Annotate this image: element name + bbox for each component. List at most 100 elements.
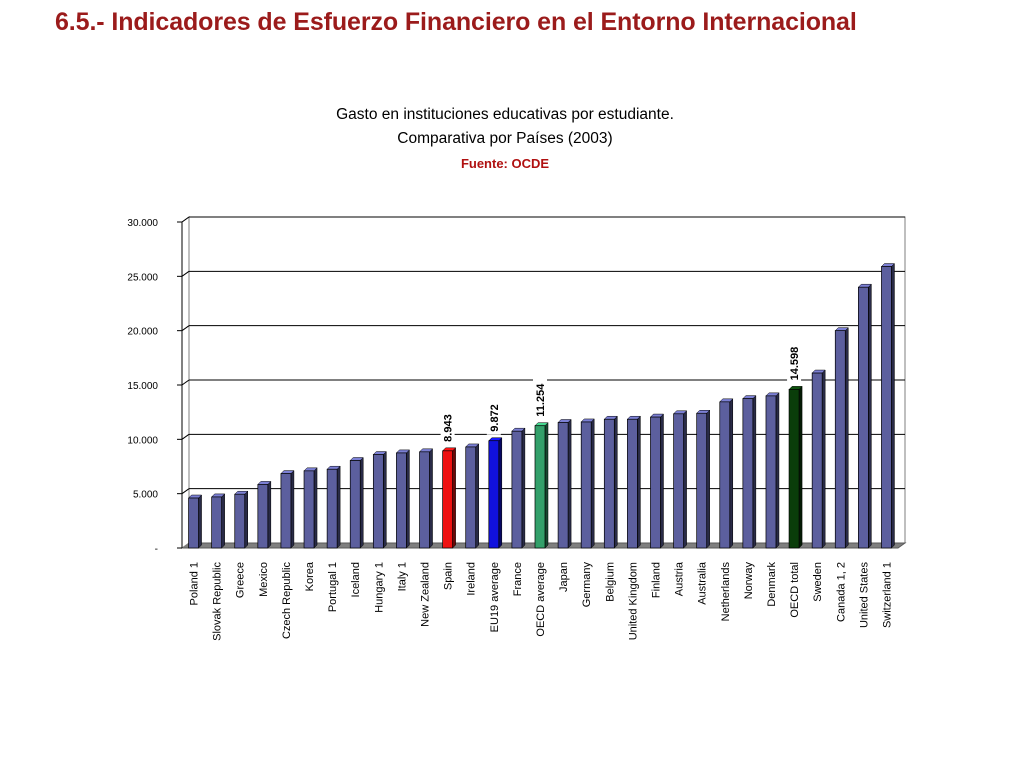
x-tick-label: United States xyxy=(858,562,870,629)
x-tick-label: Ireland xyxy=(466,562,478,596)
bar-side xyxy=(845,327,849,549)
gridline-depth xyxy=(181,270,190,277)
x-tick-label: Japan xyxy=(558,562,570,592)
bar-side xyxy=(590,418,595,549)
x-tick-label: New Zealand xyxy=(420,562,432,627)
bar-front xyxy=(696,412,708,549)
bar-side xyxy=(891,262,895,549)
bar xyxy=(280,469,295,549)
bar-front xyxy=(603,418,615,549)
bar xyxy=(696,409,711,549)
bar-side xyxy=(729,398,734,549)
gridline-depth xyxy=(181,325,190,332)
bar-side xyxy=(359,456,364,549)
x-tick-label: Switzerland 1 xyxy=(881,562,893,628)
bar-side xyxy=(498,437,503,549)
value-label: 9.872 xyxy=(489,404,501,432)
bar xyxy=(372,450,387,549)
bar-side xyxy=(868,283,872,549)
x-tick-label: Germany xyxy=(581,562,593,608)
x-tick-label: France xyxy=(512,562,524,596)
x-tick-label: Canada 1, 2 xyxy=(835,562,847,622)
x-tick-label: Finland xyxy=(650,562,662,598)
bar xyxy=(488,437,503,549)
bar-front xyxy=(372,454,384,549)
y-tick-label: - xyxy=(155,544,158,555)
bar-side xyxy=(752,394,757,549)
bar-side xyxy=(521,427,526,549)
y-tick-label: 25.000 xyxy=(127,272,158,283)
slide-title: 6.5.- Indicadores de Esfuerzo Financiero… xyxy=(55,8,857,36)
value-label: 11.254 xyxy=(535,383,547,417)
bar xyxy=(626,415,641,549)
bar-front xyxy=(719,401,731,549)
bar xyxy=(834,327,849,549)
bar-front xyxy=(742,398,754,549)
bar xyxy=(765,392,780,549)
bar-side xyxy=(637,415,641,549)
bar xyxy=(649,413,665,549)
bar-front xyxy=(650,416,661,549)
bar xyxy=(187,494,203,549)
bar xyxy=(418,448,434,549)
y-tick-label: 15.000 xyxy=(127,381,158,392)
bar xyxy=(395,449,411,549)
x-tick-label: Poland 1 xyxy=(189,562,201,605)
gridline-depth xyxy=(181,216,190,223)
x-tick-label: Czech Republic xyxy=(281,562,293,640)
value-label-bg xyxy=(440,403,455,445)
bar-front xyxy=(534,425,546,549)
bar-side xyxy=(267,480,272,549)
chart-source: Fuente: OCDE xyxy=(460,156,550,171)
value-label: 14.598 xyxy=(789,347,801,381)
bar xyxy=(880,262,896,549)
x-tick-label: Hungary 1 xyxy=(373,562,385,613)
bar-front xyxy=(326,468,338,549)
bar-front xyxy=(188,497,199,549)
bar-front xyxy=(858,286,869,549)
bar-front xyxy=(349,460,361,549)
bar-front xyxy=(580,421,592,549)
bar xyxy=(257,480,272,549)
bar-front xyxy=(280,473,292,549)
x-tick-label: Belgium xyxy=(604,562,616,602)
bar xyxy=(603,415,618,549)
bar-side xyxy=(475,443,479,549)
bar-front xyxy=(419,451,430,549)
x-tick-label: Norway xyxy=(743,562,755,600)
bar-side xyxy=(313,467,318,549)
bar-side xyxy=(706,409,710,549)
bar-side xyxy=(567,418,572,549)
bar-side xyxy=(244,490,248,549)
x-tick-label: OECD average xyxy=(535,562,547,637)
chart-subtitle: Comparativa por Países (2003) xyxy=(397,130,613,147)
x-tick-label: United Kingdom xyxy=(627,562,639,640)
y-tick-label: 20.000 xyxy=(127,327,158,338)
value-label-bg xyxy=(787,335,802,384)
bar-front xyxy=(834,330,846,549)
x-tick-label: OECD total xyxy=(789,562,801,618)
bar-front xyxy=(881,266,892,549)
bar-front xyxy=(788,389,800,549)
bar-side xyxy=(775,392,780,549)
bar xyxy=(234,490,249,549)
bar-side xyxy=(406,449,410,549)
x-tick-label: Greece xyxy=(235,562,247,598)
bar xyxy=(442,447,457,549)
bar-side xyxy=(198,494,202,549)
x-tick-label: Portugal 1 xyxy=(327,562,339,612)
x-tick-label: Mexico xyxy=(258,562,270,597)
bar-front xyxy=(765,395,777,549)
bar xyxy=(349,456,364,549)
bar xyxy=(465,443,480,549)
y-tick-label: 30.000 xyxy=(127,218,158,229)
bar xyxy=(788,385,803,549)
bar-front xyxy=(627,418,638,549)
y-tick-label: 5.000 xyxy=(133,490,158,501)
value-label: 8.943 xyxy=(443,414,455,442)
bar xyxy=(857,283,872,549)
gridline-depth xyxy=(181,379,190,386)
bar xyxy=(511,427,526,549)
bar-side xyxy=(336,465,341,549)
